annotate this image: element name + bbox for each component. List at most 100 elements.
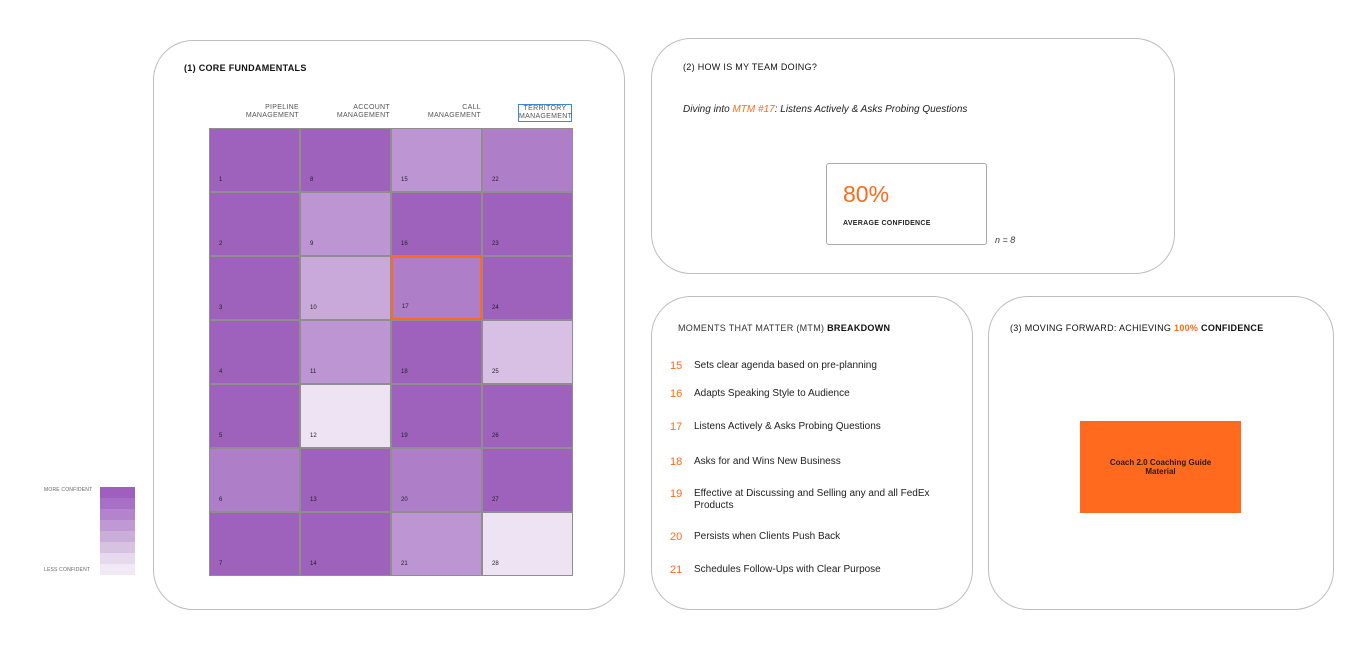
heatmap-cell-number: 15 — [401, 177, 408, 183]
diving-into-text: Diving into MTM #17: Listens Actively & … — [683, 104, 967, 115]
heatmap-cell-15[interactable]: 15 — [391, 128, 482, 192]
team-panel-title: (2) HOW IS MY TEAM DOING? — [683, 62, 818, 72]
mtm-item-21[interactable]: 21 Schedules Follow-Ups with Clear Purpos… — [670, 564, 960, 590]
legend-swatch — [100, 553, 135, 564]
heatmap-cell-number: 10 — [310, 305, 317, 311]
forward-title-suffix: CONFIDENCE — [1198, 323, 1264, 333]
mtm-item-19[interactable]: 19 Effective at Discussing and Selling an… — [670, 488, 960, 514]
mtm-number: 15 — [670, 360, 683, 372]
mtm-label: Schedules Follow-Ups with Clear Purpose — [694, 564, 881, 575]
mtm-breakdown-title: MOMENTS THAT MATTER (MTM) BREAKDOWN — [678, 323, 890, 333]
average-confidence-card: 80% AVERAGE CONFIDENCE — [826, 163, 987, 245]
heatmap-cell-7[interactable]: 7 — [209, 512, 300, 576]
legend-swatch — [100, 498, 135, 509]
mtm-label: Effective at Discussing and Selling any … — [694, 488, 930, 511]
mtm-number: 16 — [670, 388, 683, 400]
legend-swatch — [100, 531, 135, 542]
heatmap-cell-number: 12 — [310, 433, 317, 439]
heatmap-cell-number: 23 — [492, 241, 499, 247]
mtm-label: Sets clear agenda based on pre-planning — [694, 360, 877, 371]
confidence-label: AVERAGE CONFIDENCE — [843, 220, 931, 227]
mtm-number: 19 — [670, 488, 683, 500]
mtm-item-20[interactable]: 20 Persists when Clients Push Back — [670, 531, 960, 557]
heatmap-cell-14[interactable]: 14 — [300, 512, 391, 576]
heatmap-cell-19[interactable]: 19 — [391, 384, 482, 448]
column-header-account-management[interactable]: ACCOUNT MANAGEMENT — [336, 104, 390, 119]
moving-forward-title: (3) MOVING FORWARD: ACHIEVING 100% CONFI… — [1010, 323, 1264, 333]
heatmap-cell-number: 28 — [492, 561, 499, 567]
heatmap-cell-number: 14 — [310, 561, 317, 567]
heatmap-cell-number: 16 — [401, 241, 408, 247]
column-header-call-management[interactable]: CALL MANAGEMENT — [427, 104, 481, 119]
heatmap-cell-8[interactable]: 8 — [300, 128, 391, 192]
heatmap-cell-number: 25 — [492, 369, 499, 375]
diving-prefix: Diving into — [683, 104, 733, 115]
mtm-label: Listens Actively & Asks Probing Question… — [694, 421, 881, 432]
column-header-pipeline-management[interactable]: PIPELINE MANAGEMENT — [245, 104, 299, 119]
mtm-breakdown-panel — [651, 296, 973, 610]
confidence-percent: 80% — [843, 181, 890, 207]
mtm-label: Asks for and Wins New Business — [694, 456, 841, 467]
heatmap-cell-9[interactable]: 9 — [300, 192, 391, 256]
heatmap-cell-number: 20 — [401, 497, 408, 503]
mtm-item-15[interactable]: 15 Sets clear agenda based on pre-plannin… — [670, 360, 960, 386]
column-header-territory-management[interactable]: TERRITORY MANAGEMENT — [518, 104, 573, 122]
diving-suffix: : Listens Actively & Asks Probing Questi… — [774, 104, 968, 115]
heatmap-cell-17[interactable]: 17 — [391, 256, 482, 320]
heatmap-cell-24[interactable]: 24 — [482, 256, 573, 320]
heatmap-cell-1[interactable]: 1 — [209, 128, 300, 192]
coaching-guide-label: Coach 2.0 Coaching Guide Material — [1109, 458, 1212, 476]
core-fundamentals-title: (1) CORE FUNDAMENTALS — [184, 63, 307, 73]
legend-swatch — [100, 487, 135, 498]
heatmap-cell-number: 5 — [219, 433, 223, 439]
sample-size: n = 8 — [995, 235, 1016, 245]
heatmap-cell-6[interactable]: 6 — [209, 448, 300, 512]
heatmap-cell-number: 7 — [219, 561, 223, 567]
heatmap-cell-26[interactable]: 26 — [482, 384, 573, 448]
heatmap-cell-5[interactable]: 5 — [209, 384, 300, 448]
heatmap-cell-number: 1 — [219, 177, 223, 183]
mtm-item-16[interactable]: 16 Adapts Speaking Style to Audience — [670, 388, 960, 414]
heatmap-cell-number: 24 — [492, 305, 499, 311]
heatmap-cell-20[interactable]: 20 — [391, 448, 482, 512]
heatmap-cell-11[interactable]: 11 — [300, 320, 391, 384]
heatmap-cell-number: 2 — [219, 241, 223, 247]
heatmap-cell-number: 27 — [492, 497, 499, 503]
heatmap-cell-12[interactable]: 12 — [300, 384, 391, 448]
heatmap-cell-13[interactable]: 13 — [300, 448, 391, 512]
mtm-label: Adapts Speaking Style to Audience — [694, 388, 850, 399]
heatmap-cell-27[interactable]: 27 — [482, 448, 573, 512]
heatmap-cell-21[interactable]: 21 — [391, 512, 482, 576]
heatmap-cell-4[interactable]: 4 — [209, 320, 300, 384]
heatmap-cell-23[interactable]: 23 — [482, 192, 573, 256]
heatmap-cell-number: 9 — [310, 241, 314, 247]
mtm-number: 20 — [670, 531, 683, 543]
heatmap-cell-16[interactable]: 16 — [391, 192, 482, 256]
mtm-item-18[interactable]: 18 Asks for and Wins New Business — [670, 456, 960, 482]
legend-more-label: MORE CONFIDENT — [44, 487, 93, 493]
mtm-number: 17 — [670, 421, 683, 433]
mtm-reference[interactable]: MTM #17 — [732, 104, 775, 115]
heatmap-cell-28[interactable]: 28 — [482, 512, 573, 576]
heatmap-cell-number: 21 — [401, 561, 408, 567]
heatmap-cell-number: 6 — [219, 497, 223, 503]
forward-title-accent: 100% — [1174, 323, 1199, 333]
mtm-number: 18 — [670, 456, 683, 468]
heatmap-cell-22[interactable]: 22 — [482, 128, 573, 192]
mtm-number: 21 — [670, 564, 683, 576]
heatmap-cell-2[interactable]: 2 — [209, 192, 300, 256]
heatmap-cell-10[interactable]: 10 — [300, 256, 391, 320]
heatmap-cell-number: 11 — [310, 369, 317, 375]
legend-swatch — [100, 542, 135, 553]
heatmap-cell-25[interactable]: 25 — [482, 320, 573, 384]
heatmap-cell-number: 8 — [310, 177, 314, 183]
mtm-item-17[interactable]: 17 Listens Actively & Asks Probing Questi… — [670, 421, 960, 447]
coaching-guide-button[interactable]: Coach 2.0 Coaching Guide Material — [1080, 421, 1241, 513]
heatmap-cell-18[interactable]: 18 — [391, 320, 482, 384]
heatmap-cell-3[interactable]: 3 — [209, 256, 300, 320]
heatmap-cell-number: 4 — [219, 369, 223, 375]
legend-less-label: LESS CONFIDENT — [44, 567, 91, 573]
mtm-label: Persists when Clients Push Back — [694, 531, 841, 542]
heatmap-cell-number: 3 — [219, 305, 223, 311]
team-panel — [651, 38, 1175, 274]
